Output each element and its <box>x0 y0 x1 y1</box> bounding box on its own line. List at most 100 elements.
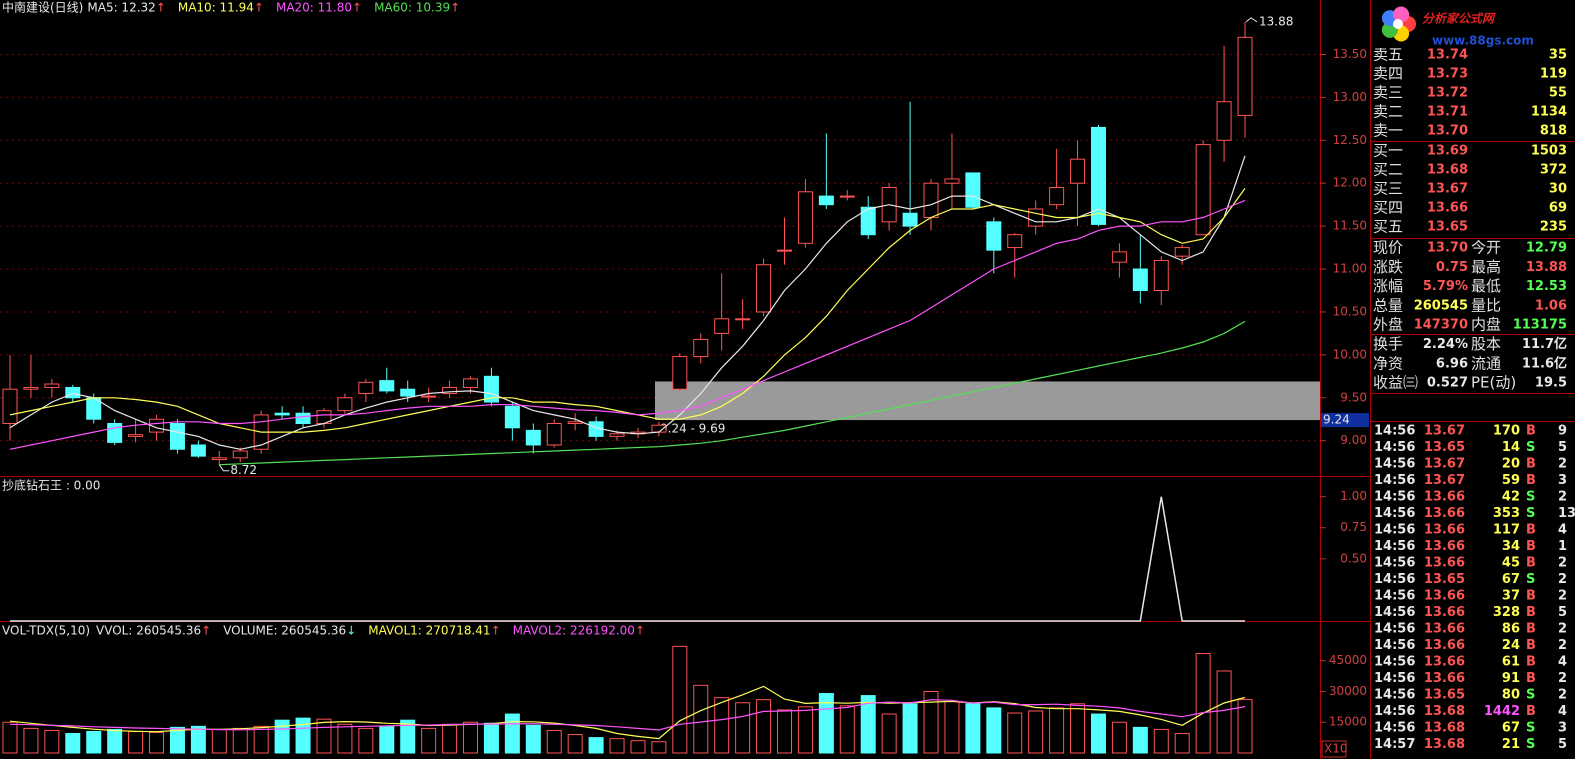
watermark-title: 分析家公式网 <box>1422 12 1496 26</box>
trade-side: B <box>1526 539 1536 554</box>
candle-body <box>463 378 479 388</box>
trade-side: S <box>1526 721 1535 736</box>
trade-price: 13.66 <box>1424 539 1465 554</box>
volume-bar <box>651 741 667 754</box>
unit-box <box>1321 740 1347 758</box>
stat-label: 股本 <box>1471 335 1501 353</box>
volume-bar <box>337 723 353 754</box>
stat-label: 外盘 <box>1373 316 1403 334</box>
candle-body <box>902 212 918 227</box>
trade-count: 5 <box>1558 440 1567 455</box>
trade-count: 13 <box>1558 506 1575 521</box>
stat-value: 0.527 <box>1427 376 1468 391</box>
candle-body <box>1070 158 1086 184</box>
y-tick-label: 1.00 <box>1340 489 1367 503</box>
order-volume: 235 <box>1540 220 1567 235</box>
trade-price: 13.65 <box>1424 440 1465 455</box>
trade-volume: 86 <box>1502 622 1520 637</box>
legend-label: ↑ <box>491 624 501 638</box>
trade-price: 13.66 <box>1424 506 1465 521</box>
trade-count: 2 <box>1558 572 1567 587</box>
volume-bar <box>1132 726 1148 754</box>
trade-time: 14:56 <box>1374 523 1415 538</box>
volume-bar <box>149 731 165 754</box>
moving-average-line <box>9 188 1246 433</box>
trade-time: 14:56 <box>1374 638 1415 653</box>
candle-body <box>169 423 185 450</box>
stat-label: 收益㈢ <box>1373 374 1418 392</box>
volume-bar <box>693 684 709 754</box>
trade-side: B <box>1526 589 1536 604</box>
stat-label: 涨跌 <box>1373 258 1403 276</box>
volume-bar <box>609 738 625 754</box>
trade-time: 14:56 <box>1374 721 1415 736</box>
order-volume: 69 <box>1549 201 1567 216</box>
order-price: 13.72 <box>1427 86 1468 101</box>
trade-time: 14:56 <box>1374 572 1415 587</box>
y-tick-label: 11.00 <box>1333 262 1367 276</box>
trade-count: 5 <box>1558 605 1567 620</box>
candle-body <box>986 221 1002 251</box>
trade-count: 2 <box>1558 671 1567 686</box>
stat-value: 260545 <box>1414 298 1468 313</box>
volume-bar <box>1174 733 1190 754</box>
stat-value: 11.7亿 <box>1522 336 1567 352</box>
trade-volume: 353 <box>1493 506 1520 521</box>
candle-body <box>546 423 562 446</box>
legend-label: ↑ <box>254 1 264 15</box>
volume-bar <box>169 726 185 754</box>
legend-label: MAVOL1: 270718.41 <box>368 624 490 638</box>
candle-body <box>190 444 206 457</box>
candle-body <box>274 412 290 416</box>
candle-body <box>421 395 437 398</box>
candle-body <box>567 421 583 425</box>
stat-label: 量比 <box>1471 296 1501 314</box>
y-tick-label: 0.75 <box>1340 520 1367 534</box>
trade-volume: 67 <box>1502 572 1520 587</box>
order-volume: 372 <box>1540 163 1567 178</box>
order-price: 13.74 <box>1427 48 1468 63</box>
volume-bar <box>253 725 269 754</box>
stat-label: 今开 <box>1471 239 1501 257</box>
trade-side: B <box>1526 704 1536 719</box>
volume-bar <box>735 702 751 754</box>
trade-price: 13.66 <box>1424 622 1465 637</box>
order-price: 13.68 <box>1427 163 1468 178</box>
legend-label: 中南建设(日线) <box>2 0 83 15</box>
trade-volume: 91 <box>1502 671 1520 686</box>
trade-count: 2 <box>1558 589 1567 604</box>
order-level: 买三 <box>1373 180 1403 198</box>
y-tick-label: 13.50 <box>1333 47 1367 61</box>
order-level: 卖四 <box>1373 65 1403 83</box>
candle-body <box>442 386 458 394</box>
stat-label: 净资 <box>1373 354 1403 372</box>
candle-body <box>735 318 751 321</box>
trade-time: 14:56 <box>1374 556 1415 571</box>
order-volume: 30 <box>1549 182 1567 197</box>
stat-label: PE(动) <box>1471 374 1516 392</box>
volume-bar <box>1216 670 1232 754</box>
candle-body <box>1216 101 1232 141</box>
volume-bar <box>986 707 1002 754</box>
candle-body <box>65 386 81 399</box>
trade-volume: 61 <box>1502 655 1520 670</box>
stat-label: 内盘 <box>1471 316 1501 334</box>
trade-side: B <box>1526 605 1536 620</box>
trade-time: 14:56 <box>1374 440 1415 455</box>
trade-volume: 42 <box>1502 490 1520 505</box>
stat-label: 现价 <box>1373 239 1403 257</box>
candle-body <box>839 195 855 198</box>
candle-body <box>483 375 499 403</box>
volume-bar <box>776 709 792 754</box>
stat-label: 涨幅 <box>1373 277 1403 295</box>
trade-side: B <box>1526 473 1536 488</box>
candle-body <box>818 195 834 206</box>
trade-side: S <box>1526 737 1535 752</box>
candle-body <box>358 381 374 394</box>
candle-body <box>1153 259 1169 291</box>
stat-value: 1.06 <box>1535 298 1567 313</box>
candle-body <box>860 206 876 236</box>
trade-side: B <box>1526 638 1536 653</box>
